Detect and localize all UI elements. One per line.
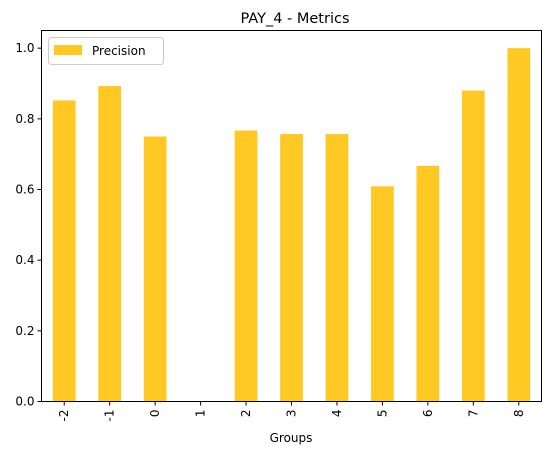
- y-tick-label-0.4: 0.4: [15, 253, 34, 267]
- bar-5: [371, 186, 394, 402]
- x-tick-label-8: 8: [512, 410, 526, 418]
- plot-frame: [41, 30, 542, 402]
- x-tick-label-3: 3: [285, 410, 299, 418]
- x-axis-label: Groups: [270, 431, 313, 445]
- legend-swatch: [54, 45, 82, 55]
- y-tick-label-1.0: 1.0: [15, 41, 34, 55]
- legend: Precision: [48, 37, 164, 65]
- bar-4: [325, 134, 349, 402]
- x-tick-label-0: 0: [148, 410, 162, 418]
- bar-8: [507, 48, 531, 402]
- bar--2: [52, 100, 76, 402]
- y-axis: 0.0 0.2 0.4 0.6 0.8 1.0: [15, 41, 42, 409]
- x-tick-label--2: -2: [57, 410, 71, 422]
- bar-3: [280, 134, 303, 402]
- bar-7: [461, 90, 485, 402]
- x-tick-label-7: 7: [466, 410, 480, 418]
- bar-6: [416, 165, 440, 402]
- y-tick-label-0.8: 0.8: [15, 112, 34, 126]
- bar--1: [98, 85, 122, 402]
- x-tick-label--1: -1: [103, 410, 117, 422]
- y-tick-label-0.6: 0.6: [15, 183, 34, 197]
- bar-2: [234, 130, 258, 402]
- chart-title: PAY_4 - Metrics: [240, 11, 349, 27]
- x-tick-label-5: 5: [375, 410, 389, 418]
- legend-box: [48, 37, 164, 65]
- y-tick-label-0.0: 0.0: [15, 395, 34, 409]
- bar-0: [143, 136, 167, 402]
- x-axis: -2 -1 0 1 2 3 4 5 6 7 8: [57, 401, 526, 422]
- x-tick-label-2: 2: [239, 410, 253, 418]
- legend-label-precision: Precision: [92, 44, 146, 58]
- x-tick-label-4: 4: [330, 410, 344, 418]
- y-tick-label-0.2: 0.2: [15, 324, 34, 338]
- bars-group: [52, 48, 531, 402]
- x-tick-label-1: 1: [194, 410, 208, 418]
- x-tick-label-6: 6: [421, 410, 435, 418]
